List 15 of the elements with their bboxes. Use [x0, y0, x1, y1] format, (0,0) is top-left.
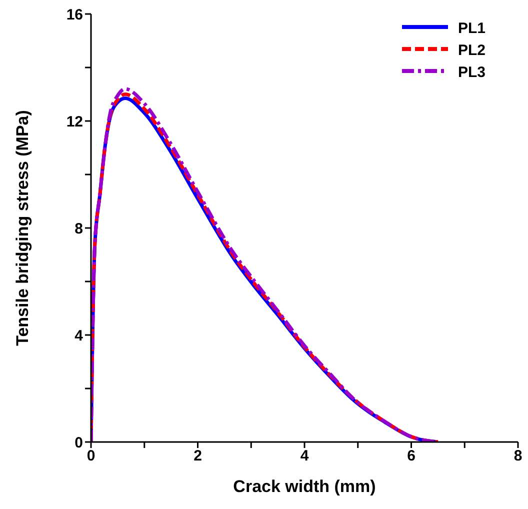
y-tick-label: 12 [66, 113, 83, 130]
x-tick-label: 4 [300, 448, 310, 465]
y-tick-label: 16 [66, 6, 83, 24]
x-tick-label: 2 [194, 448, 202, 465]
x-tick-label: 8 [514, 448, 522, 465]
x-tick-label: 6 [407, 448, 416, 465]
legend-label: PL2 [458, 42, 486, 59]
y-tick-label: 4 [74, 327, 84, 344]
y-axis-title: Tensile bridging stress (MPa) [13, 110, 32, 346]
x-tick-label: 0 [86, 448, 96, 465]
legend-label: PL1 [458, 20, 486, 37]
y-tick-label: 0 [74, 434, 83, 452]
x-axis-title: Crack width (mm) [233, 477, 376, 496]
legend-label: PL3 [458, 64, 486, 81]
y-tick-label: 8 [74, 220, 83, 238]
